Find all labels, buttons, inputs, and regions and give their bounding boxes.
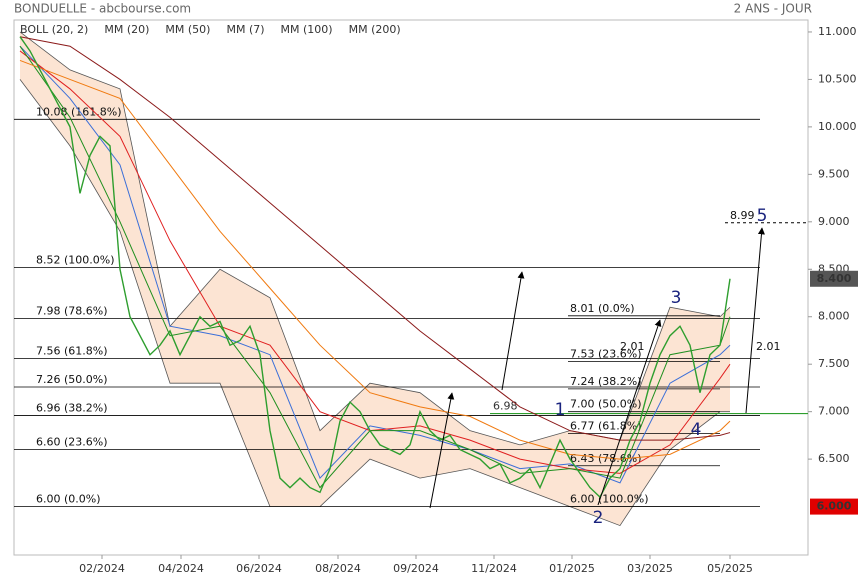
fib-label: 7.56 (61.8%) xyxy=(36,345,108,358)
x-tick-label: 06/2024 xyxy=(236,562,282,575)
y-tick-label: 9.000 xyxy=(818,215,850,228)
moving-average xyxy=(19,59,731,460)
y-tick-label: 7.500 xyxy=(818,357,850,370)
y-tick-label: 6.500 xyxy=(818,452,850,465)
x-tick-label: 02/2024 xyxy=(79,562,125,575)
plot: 10.08 (161.8%) 8.52 (100.0%) 7.98 (78.6%) 7… xyxy=(14,31,808,528)
x-tick-label: 05/2025 xyxy=(707,562,753,575)
wave-label: 4 xyxy=(691,420,702,440)
fib-label: 6.00 (0.0%) xyxy=(36,493,101,506)
target-label: 8.99 xyxy=(730,209,755,222)
amplitude-label: 2.01 xyxy=(620,340,645,353)
fib-label: 7.26 (50.0%) xyxy=(36,373,108,386)
x-tick-label: 01/2025 xyxy=(549,562,595,575)
arrow xyxy=(429,392,455,509)
price-box-label: 8.400 xyxy=(817,272,852,285)
fib-label: 6.77 (61.8%) xyxy=(570,419,642,432)
bollinger-lower xyxy=(19,79,730,527)
moving-average xyxy=(19,36,731,441)
x-tick-label: 04/2024 xyxy=(158,562,204,575)
legend-entry: MM (20) xyxy=(104,23,149,36)
fib-label: 7.00 (50.0%) xyxy=(570,398,642,411)
wave-label: 2 xyxy=(593,508,604,528)
period: 2 ANS - JOUR xyxy=(734,2,812,16)
arrow xyxy=(597,319,662,506)
y-tick-label: 7.000 xyxy=(818,405,850,418)
fib-label: 10.08 (161.8%) xyxy=(36,105,122,118)
moving-average xyxy=(19,50,731,474)
wave-label: 3 xyxy=(671,288,682,308)
support-label: 6.98 xyxy=(493,400,518,413)
legend-entry: MM (50) xyxy=(165,23,210,36)
legend-entry: MM (100) xyxy=(281,23,333,36)
price-line xyxy=(19,36,731,499)
fib-label: 6.00 (100.0%) xyxy=(570,493,649,506)
fib-label: 7.53 (23.6%) xyxy=(570,347,642,360)
wave-label: 1 xyxy=(555,400,566,420)
fib-label: 8.01 (0.0%) xyxy=(570,302,635,315)
chart-title: BONDUELLE - abcbourse.com xyxy=(14,2,191,16)
y-tick-label: 11.000 xyxy=(818,25,857,38)
price-box xyxy=(810,498,858,515)
price-box-label: 6.000 xyxy=(817,500,852,513)
moving-average xyxy=(19,45,731,489)
x-tick-label: 03/2025 xyxy=(627,562,673,575)
fib-label: 8.52 (100.0%) xyxy=(36,253,115,266)
x-tick-label: 09/2024 xyxy=(393,562,439,575)
arrow xyxy=(501,271,525,391)
legend-entry: MM (200) xyxy=(349,23,401,36)
amplitude-label: 2.01 xyxy=(756,340,781,353)
fib-label: 7.24 (38.2%) xyxy=(570,375,642,388)
y-tick-label: 10.500 xyxy=(818,72,857,85)
x-tick-label: 11/2024 xyxy=(471,562,517,575)
y-tick-label: 10.000 xyxy=(818,120,857,133)
arrow xyxy=(745,227,765,414)
y-tick-label: 9.500 xyxy=(818,167,850,180)
wave-label: 5 xyxy=(757,206,768,226)
bollinger-upper xyxy=(19,31,731,446)
y-tick-label: 8.000 xyxy=(818,310,850,323)
fib-label: 6.96 (38.2%) xyxy=(36,401,108,414)
fib-label: 6.60 (23.6%) xyxy=(36,436,108,449)
fib-label: 7.98 (78.6%) xyxy=(36,305,108,318)
arrows xyxy=(429,227,765,509)
x-tick-label: 08/2024 xyxy=(315,562,361,575)
price-box xyxy=(810,270,858,287)
legend-entry: MM (7) xyxy=(226,23,264,36)
legend-entry: BOLL (20, 2) xyxy=(20,23,88,36)
